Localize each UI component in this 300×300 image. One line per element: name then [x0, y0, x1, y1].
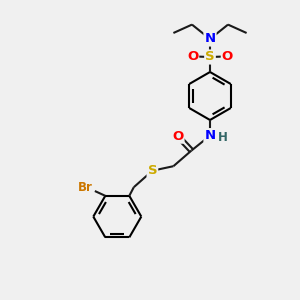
- Text: O: O: [172, 130, 184, 143]
- Text: O: O: [222, 50, 233, 63]
- Text: N: N: [204, 129, 216, 142]
- Text: S: S: [148, 164, 157, 177]
- Text: S: S: [205, 50, 215, 64]
- Text: H: H: [218, 130, 227, 144]
- Text: N: N: [204, 32, 216, 46]
- Text: Br: Br: [78, 181, 93, 194]
- Text: O: O: [187, 50, 198, 63]
